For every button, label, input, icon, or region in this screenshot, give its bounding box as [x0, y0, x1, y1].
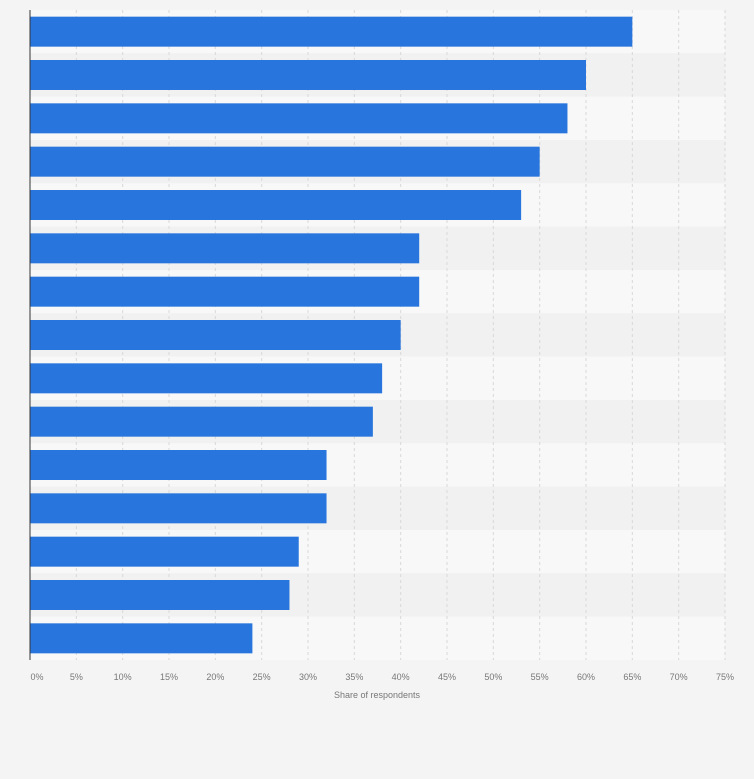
- bar: [30, 580, 290, 610]
- bar: [30, 536, 299, 567]
- bar: [30, 623, 253, 654]
- bar: [30, 450, 327, 480]
- bar: [30, 60, 586, 90]
- bar: [30, 363, 383, 394]
- x-tick-label: 50%: [484, 672, 502, 682]
- x-tick-label: 55%: [531, 672, 549, 682]
- x-axis-label: Share of respondents: [334, 690, 421, 700]
- bar: [30, 103, 568, 134]
- x-tick-label: 45%: [438, 672, 456, 682]
- x-tick-labels: 0% 5% 10% 15% 20% 25% 30% 35% 40% 45% 50% 55% 60% 65%…: [30, 672, 734, 682]
- x-tick-label: 65%: [623, 672, 641, 682]
- bar: [30, 190, 522, 220]
- x-tick-label: 35%: [345, 672, 363, 682]
- bar: [30, 146, 540, 177]
- x-tick-label: 10%: [114, 672, 132, 682]
- bar: [30, 493, 327, 524]
- bar: [30, 16, 633, 47]
- bar: [30, 276, 420, 307]
- x-tick-label: 15%: [160, 672, 178, 682]
- x-tick-label: 30%: [299, 672, 317, 682]
- bar: [30, 320, 401, 350]
- x-tick-label: 25%: [253, 672, 271, 682]
- x-tick-label: 70%: [670, 672, 688, 682]
- bar: [30, 233, 420, 264]
- x-tick-label: 75%: [716, 672, 734, 682]
- x-tick-label: 5%: [70, 672, 83, 682]
- bar: [30, 406, 373, 437]
- bars: [30, 16, 633, 654]
- x-tick-label: 20%: [206, 672, 224, 682]
- x-tick-label: 0%: [30, 672, 43, 682]
- x-tick-label: 40%: [392, 672, 410, 682]
- x-tick-label: 60%: [577, 672, 595, 682]
